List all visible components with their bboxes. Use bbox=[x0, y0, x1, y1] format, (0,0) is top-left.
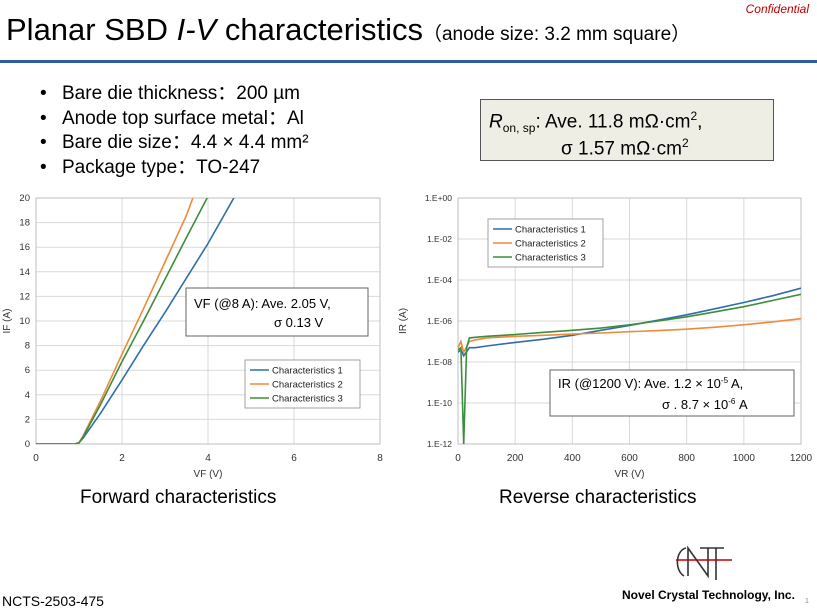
nct-logo bbox=[676, 545, 732, 580]
title-rest: characteristics bbox=[224, 12, 423, 47]
y-tick-label: 10 bbox=[19, 316, 30, 327]
ir-line-1-text: IR (@1200 V): Ave. 1.2 × 10 bbox=[558, 376, 721, 391]
ir-line-2-exponent: -6 bbox=[728, 397, 736, 406]
title-rule bbox=[0, 60, 817, 63]
y-tick-label: 18 bbox=[19, 218, 30, 229]
spec-bullets: • Bare die thickness：200 µm • Anode top su… bbox=[40, 82, 309, 180]
x-tick-label: 0 bbox=[455, 453, 461, 464]
y-axis-title: IF (A) bbox=[2, 309, 13, 334]
ir-line-2-text: σ . 8.7 × 10 bbox=[662, 397, 728, 412]
x-tick-label: 400 bbox=[564, 453, 581, 464]
legend-label-3: Characteristics 3 bbox=[515, 253, 586, 264]
x-tick-label: 1200 bbox=[790, 453, 813, 464]
x-tick-label: 200 bbox=[507, 453, 524, 464]
y-tick-label: 1.E-10 bbox=[427, 398, 452, 408]
y-tick-label: 1.E-08 bbox=[427, 357, 452, 367]
y-tick-label: 1.E-04 bbox=[427, 275, 452, 285]
ir-annotation-line-1: IR (@1200 V): Ave. 1.2 × 10-5 A, bbox=[558, 376, 743, 391]
legend-label-2: Characteristics 2 bbox=[515, 239, 586, 250]
vf-annotation-line-2: σ 0.13 V bbox=[274, 315, 324, 330]
title-sub: （anode size: 3.2 mm square） bbox=[422, 24, 691, 45]
y-tick-label: 14 bbox=[19, 267, 30, 278]
ir-annotation-line-2: σ . 8.7 × 10-6 A bbox=[662, 397, 748, 412]
legend-label-1: Characteristics 1 bbox=[515, 225, 586, 236]
y-tick-label: 1.E-06 bbox=[427, 316, 452, 326]
x-tick-label: 4 bbox=[205, 453, 211, 464]
ir-line-1-unit: A, bbox=[728, 376, 743, 391]
series-line-3 bbox=[458, 293, 801, 444]
x-tick-label: 0 bbox=[33, 453, 39, 464]
x-axis-title: VF (V) bbox=[194, 469, 223, 480]
bullet-item: • Bare die thickness：200 µm bbox=[40, 83, 301, 104]
y-tick-label: 2 bbox=[25, 414, 30, 425]
x-tick-label: 600 bbox=[621, 453, 638, 464]
series-line-1 bbox=[458, 287, 801, 358]
reverse-caption: Reverse characteristics bbox=[499, 487, 697, 508]
series-line-3 bbox=[36, 198, 208, 444]
ron-line-2: σ 1.57 mΩ·cm2 bbox=[561, 136, 689, 160]
x-axis-title: VR (V) bbox=[615, 469, 645, 480]
y-tick-label: 20 bbox=[19, 193, 30, 204]
y-tick-label: 8 bbox=[25, 341, 30, 352]
x-tick-label: 6 bbox=[291, 453, 297, 464]
slide-title: Planar SBD I-V characteristics（anode siz… bbox=[6, 12, 690, 48]
plot-area bbox=[35, 197, 381, 445]
bullet-item: • Anode top surface metal：Al bbox=[40, 107, 304, 129]
forward-chart: 0 2 4 6 8 0 2 4 6 8 10 12 14 16 18 20 VF (V) IF (A) Charac… bbox=[2, 193, 383, 480]
ir-line-1-exponent: -5 bbox=[721, 376, 729, 385]
y-tick-label: 1.E-12 bbox=[427, 439, 452, 449]
bullet-item: • Package type：TO-247 bbox=[40, 156, 261, 178]
document-id: NCTS-2503-475 bbox=[2, 593, 104, 609]
y-tick-label: 1.E-02 bbox=[427, 234, 452, 244]
y-tick-label: 0 bbox=[25, 439, 30, 450]
y-tick-label: 4 bbox=[25, 390, 30, 401]
company-name: Novel Crystal Technology, Inc. bbox=[622, 588, 795, 602]
forward-caption: Forward characteristics bbox=[80, 487, 277, 508]
x-tick-label: 800 bbox=[678, 453, 695, 464]
y-tick-label: 6 bbox=[25, 365, 30, 376]
x-tick-label: 2 bbox=[119, 453, 125, 464]
x-tick-label: 8 bbox=[377, 453, 383, 464]
ron-line-1: Ron, sp: Ave. 11.8 mΩ·cm2, bbox=[489, 109, 703, 136]
y-tick-label: 1.E+00 bbox=[425, 193, 452, 203]
bullet-item: • Bare die size：4.4 × 4.4 mm² bbox=[40, 132, 309, 153]
legend-label-2: Characteristics 2 bbox=[272, 380, 343, 391]
y-tick-label: 16 bbox=[19, 242, 30, 253]
title-italic: I-V bbox=[176, 12, 217, 47]
vf-annotation-box bbox=[185, 287, 369, 337]
y-tick-label: 12 bbox=[19, 291, 30, 302]
reverse-chart: 0 200 400 600 800 1000 1200 1.E-12 1.E-10 1.E-08 1… bbox=[398, 193, 813, 480]
legend-label-3: Characteristics 3 bbox=[272, 394, 343, 405]
title-main: Planar SBD bbox=[6, 12, 168, 47]
ir-line-2-unit: A bbox=[735, 397, 748, 412]
ir-annotation-box bbox=[549, 369, 795, 417]
y-axis-title: IR (A) bbox=[398, 308, 409, 334]
vf-annotation-line-1: VF (@8 A): Ave. 2.05 V, bbox=[194, 296, 331, 311]
page-number: 1 bbox=[805, 598, 809, 605]
plot-area bbox=[457, 197, 802, 445]
legend-label-1: Characteristics 1 bbox=[272, 366, 343, 377]
confidential-label: Confidential bbox=[745, 2, 809, 16]
ron-summary-box: Ron, sp: Ave. 11.8 mΩ·cm2, σ 1.57 mΩ·cm2 bbox=[480, 99, 774, 161]
x-tick-label: 1000 bbox=[733, 453, 756, 464]
